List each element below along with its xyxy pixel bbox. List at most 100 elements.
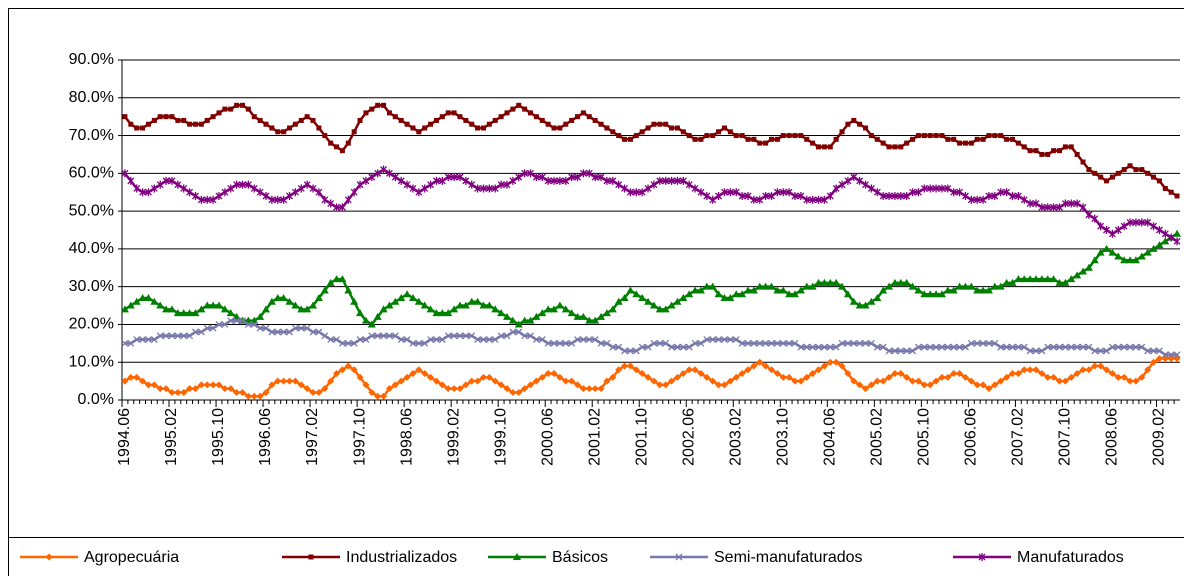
point xyxy=(1120,343,1128,351)
point xyxy=(720,381,728,389)
point xyxy=(574,381,582,389)
point xyxy=(797,192,805,200)
point xyxy=(621,362,629,370)
point xyxy=(932,377,940,385)
point xyxy=(962,140,968,146)
point xyxy=(373,312,382,320)
point xyxy=(656,339,664,347)
point xyxy=(368,173,376,182)
point xyxy=(385,169,393,178)
point xyxy=(468,332,476,340)
point xyxy=(515,173,523,182)
point xyxy=(314,294,323,301)
point xyxy=(502,312,511,320)
point xyxy=(485,301,494,309)
point xyxy=(1056,203,1063,212)
point xyxy=(602,309,611,317)
point xyxy=(779,286,788,294)
point xyxy=(932,290,941,298)
point xyxy=(838,282,847,290)
point xyxy=(873,343,881,351)
point xyxy=(851,117,857,123)
point xyxy=(738,290,747,298)
point xyxy=(657,121,663,127)
point xyxy=(726,294,735,301)
point xyxy=(632,347,640,355)
point xyxy=(568,173,576,182)
point xyxy=(450,173,458,182)
point xyxy=(544,305,553,313)
y-tick-label: 20.0% xyxy=(69,316,114,333)
point xyxy=(632,188,640,197)
point xyxy=(262,324,270,332)
point xyxy=(785,188,793,197)
point xyxy=(863,125,869,131)
point xyxy=(826,192,834,200)
point xyxy=(773,188,781,197)
point xyxy=(538,336,546,344)
point xyxy=(562,339,570,347)
point xyxy=(321,385,329,393)
point xyxy=(491,184,499,193)
point xyxy=(896,278,905,286)
point xyxy=(849,297,858,305)
point xyxy=(140,125,146,131)
point xyxy=(1121,167,1127,173)
point xyxy=(603,339,611,347)
x-tick-label: 2007.10 xyxy=(1057,408,1074,466)
point xyxy=(1061,199,1069,208)
point xyxy=(256,188,264,197)
point xyxy=(491,336,499,344)
point xyxy=(1044,203,1052,212)
point xyxy=(1126,218,1134,227)
point xyxy=(862,385,870,393)
point xyxy=(192,328,199,336)
point xyxy=(673,343,681,351)
point xyxy=(303,385,311,393)
point xyxy=(879,377,887,385)
point xyxy=(1014,343,1022,351)
point xyxy=(709,377,717,385)
point xyxy=(262,388,270,396)
point xyxy=(162,385,170,393)
point xyxy=(991,381,999,389)
point xyxy=(614,297,623,305)
point xyxy=(609,373,617,381)
point xyxy=(286,192,293,200)
point xyxy=(1079,203,1087,212)
point xyxy=(556,373,564,381)
point xyxy=(121,169,129,178)
point xyxy=(579,312,588,320)
point xyxy=(268,195,276,204)
point xyxy=(551,125,557,131)
point xyxy=(462,176,470,185)
point xyxy=(515,388,523,396)
point xyxy=(1167,351,1175,359)
point xyxy=(744,339,752,347)
point xyxy=(239,317,246,325)
point xyxy=(651,121,657,127)
point xyxy=(726,188,734,197)
x-tick-label: 2003.10 xyxy=(774,408,791,466)
point xyxy=(597,339,605,347)
point xyxy=(1098,174,1104,180)
point xyxy=(480,336,487,344)
point xyxy=(621,347,629,355)
x-tick-label: 2005.10 xyxy=(916,408,933,466)
point xyxy=(462,332,470,340)
point xyxy=(591,336,599,344)
point xyxy=(686,133,692,139)
point xyxy=(844,339,852,347)
y-tick-label: 60.0% xyxy=(69,165,114,182)
point xyxy=(668,377,676,385)
point xyxy=(1138,373,1146,381)
point xyxy=(457,114,463,120)
point xyxy=(227,184,235,193)
point xyxy=(1061,343,1069,351)
point xyxy=(1097,347,1105,355)
x-tick-label: 1998.06 xyxy=(398,408,415,466)
series-line xyxy=(124,319,1178,356)
point xyxy=(743,286,752,294)
point xyxy=(809,343,817,351)
